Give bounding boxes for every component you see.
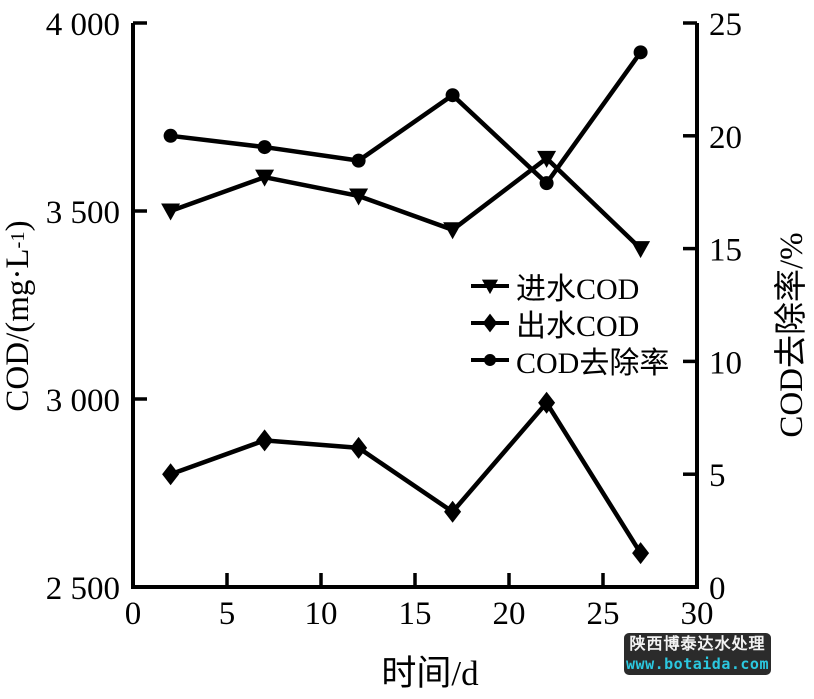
watermark-url-text: www.botaida.com: [626, 655, 769, 673]
x-tick-label: 20: [493, 596, 526, 632]
legend-label: 出水COD: [516, 309, 640, 343]
x-tick-label: 5: [219, 596, 236, 632]
x-tick-label: 0: [125, 596, 142, 632]
series-1-diamond-marker: [444, 500, 462, 523]
series-0-triangle-down-marker: [161, 203, 181, 221]
legend-item: 进水COD: [470, 267, 669, 306]
series-2-circle-marker: [163, 128, 178, 143]
legend-item: 出水COD: [470, 304, 669, 343]
series-line-0: [169, 155, 643, 251]
left-tick-label: 4 000: [46, 7, 120, 43]
circle-legend-marker: [484, 353, 496, 366]
right-axis-title: COD去除率/%: [774, 232, 810, 438]
right-tick-label: 15: [709, 233, 742, 269]
left-axis-title: COD/(mg·L -1): [0, 220, 36, 412]
series-0-triangle-down-marker: [537, 150, 557, 168]
series-2-circle-marker: [257, 140, 272, 155]
series-0-triangle-down-marker: [443, 222, 463, 240]
series-2-circle-marker: [445, 88, 460, 103]
right-tick-label: 20: [709, 120, 742, 156]
watermark: 陕西博泰达水处理 www.botaida.com: [624, 633, 771, 675]
triangle-down-legend-icon: [471, 279, 509, 294]
series-0-triangle-down-marker: [631, 241, 651, 259]
series-line-1: [169, 398, 643, 555]
left-tick-label: 3 500: [46, 195, 120, 231]
legend: 进水COD 出水COD COD去除率: [470, 267, 669, 380]
x-tick-label: 30: [681, 596, 714, 632]
triangle-down-legend-marker: [481, 279, 499, 294]
series-1-diamond-marker: [632, 542, 650, 565]
x-axis-title: 时间/d: [381, 653, 479, 693]
series-1-diamond-marker: [256, 429, 274, 452]
right-tick-label: 0: [709, 571, 726, 607]
series-1-diamond-marker: [350, 436, 368, 459]
series-line-2: [170, 51, 643, 187]
series-2-circle-marker: [633, 45, 648, 60]
right-tick-label: 10: [709, 345, 742, 381]
diamond-legend-icon: [471, 313, 509, 332]
left-axis-title-text: COD/(mg·L: [0, 248, 36, 412]
series-2-circle-marker: [351, 153, 366, 168]
watermark-company-text: 陕西博泰达水处理: [629, 636, 766, 653]
series-0-triangle-down-marker: [255, 169, 275, 187]
series-0-triangle-down-marker: [349, 188, 369, 206]
x-tick-label: 15: [399, 596, 432, 632]
legend-label: 进水COD: [516, 272, 640, 306]
series-1-diamond-marker: [538, 391, 556, 414]
series-2-circle-marker: [539, 176, 554, 191]
left-axis-title-close: ): [0, 220, 36, 232]
legend-label: COD去除率: [516, 346, 670, 380]
circle-legend-icon: [471, 353, 509, 366]
x-tick-label: 10: [305, 596, 338, 632]
series-1-diamond-marker: [162, 463, 180, 486]
left-tick-label: 3 000: [46, 383, 120, 419]
diamond-legend-marker: [482, 313, 498, 332]
legend-item: COD去除率: [470, 341, 669, 380]
right-tick-label: 25: [709, 7, 742, 43]
right-tick-label: 5: [709, 458, 726, 494]
left-tick-label: 2 500: [46, 571, 120, 607]
x-tick-label: 25: [587, 596, 620, 632]
